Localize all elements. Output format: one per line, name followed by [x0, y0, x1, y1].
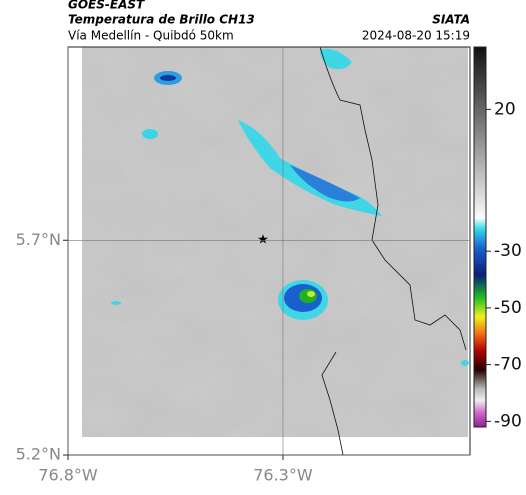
lat-tick-label: 5.2°N [16, 445, 61, 464]
border-line [319, 46, 467, 456]
cloud-texture [82, 47, 468, 437]
colorbar [473, 46, 487, 428]
colorbar-tick-label: -50 [494, 298, 522, 318]
source: SIATA [432, 13, 470, 27]
satellite: GOES-EAST [68, 0, 145, 12]
route: Vía Medellín - Quibdó 50km [68, 29, 234, 43]
cold-clouds [111, 48, 469, 366]
timestamp: 2024-08-20 15:19 [362, 29, 470, 43]
lon-tick-label: 76.3°W [253, 466, 313, 485]
lon-tick-label: 76.8°W [38, 466, 98, 485]
colorbar-tick-label: -70 [494, 355, 522, 375]
product: Temperatura de Brillo CH13 [68, 13, 255, 27]
colorbar-tick-label: -30 [494, 241, 522, 261]
colorbar-tick-label: 20 [494, 99, 516, 119]
colorbar-tick-label: -90 [494, 411, 522, 431]
lat-tick-label: 5.7°N [16, 230, 61, 249]
